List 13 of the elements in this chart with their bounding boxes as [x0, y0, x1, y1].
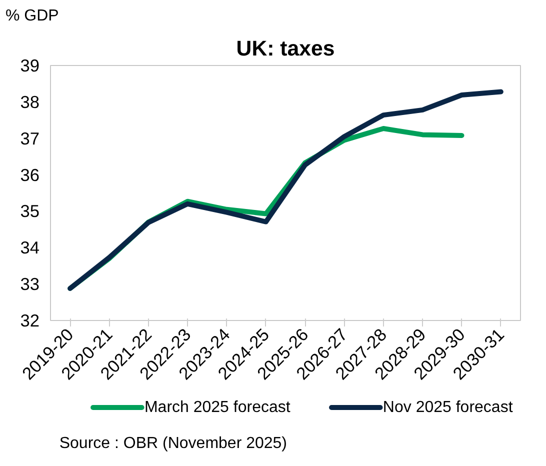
- y-tick-label: 36: [20, 164, 40, 185]
- y-tick-label: 32: [20, 310, 40, 330]
- y-tick-label: 34: [20, 238, 40, 258]
- legend-label: Nov 2025 forecast: [382, 399, 514, 416]
- chart-title: UK: taxes: [236, 36, 335, 60]
- y-tick-label: 39: [20, 56, 40, 76]
- y-axis-title: % GDP: [6, 8, 59, 24]
- y-tick-label: 38: [20, 92, 40, 112]
- y-tick-label: 33: [20, 274, 40, 294]
- y-tick-label: 35: [20, 201, 40, 222]
- y-tick-label: 37: [20, 128, 40, 148]
- legend-label: March 2025 forecast: [144, 399, 291, 416]
- source-note: Source : OBR (November 2025): [59, 435, 288, 452]
